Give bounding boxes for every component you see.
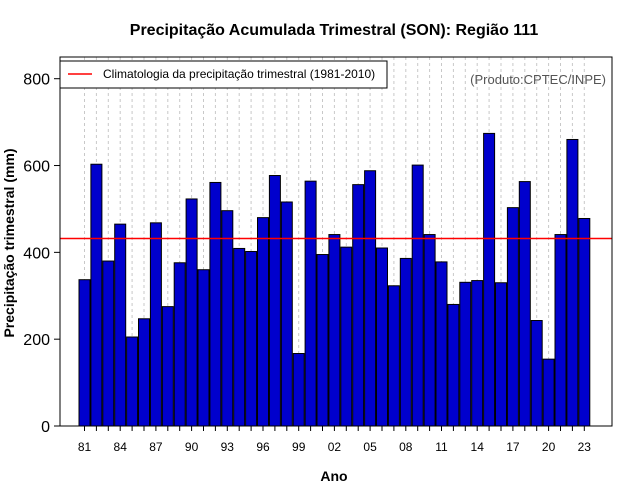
y-tick-label: 200	[23, 332, 50, 349]
bar-19	[530, 320, 543, 427]
bar-21	[554, 234, 567, 427]
bar-90	[185, 198, 198, 427]
x-tick-label: 05	[363, 440, 377, 454]
legend-box	[59, 60, 388, 89]
legend: Climatologia da precipitação trimestral …	[59, 60, 388, 89]
bar-87	[149, 222, 162, 427]
x-tick-label: 84	[114, 440, 128, 454]
bar-02	[328, 234, 341, 427]
x-tick-label: 17	[506, 440, 520, 454]
x-tick-label: 08	[399, 440, 413, 454]
bar-20	[542, 358, 555, 427]
y-tick-label: 600	[23, 159, 50, 176]
plot-frame	[59, 56, 613, 427]
bar-96	[257, 217, 269, 427]
bar-92	[209, 181, 222, 427]
x-axis-label: Ano	[320, 468, 347, 484]
x-tick-label: 02	[328, 440, 342, 454]
bar-18	[518, 181, 531, 427]
bar-13	[459, 281, 472, 427]
bar-06	[376, 247, 388, 427]
y-tick-label: 800	[23, 72, 50, 89]
bar-95	[245, 250, 258, 427]
bar-84	[114, 223, 127, 427]
chart-title: Precipitação Acumulada Trimestral (SON):…	[130, 22, 539, 39]
x-tick-label: 87	[149, 440, 163, 454]
bar-94	[233, 247, 246, 427]
x-tick-label: 11	[435, 440, 448, 454]
x-tick-label: 23	[578, 440, 592, 454]
bar-16	[495, 282, 507, 427]
bar-05	[364, 170, 377, 427]
x-axis: 81 84 87 90 93 96 99 02 05 08 11 14 17 20 23	[78, 426, 591, 454]
bar-82	[90, 163, 103, 427]
bar-15	[483, 132, 496, 427]
bar-99	[292, 353, 305, 427]
bar-85	[126, 336, 139, 427]
bar-97	[268, 175, 281, 427]
bar-89	[173, 262, 186, 427]
bar-83	[102, 260, 115, 427]
bar-07	[387, 285, 400, 427]
bar-12	[447, 303, 460, 427]
bar-86	[138, 318, 150, 427]
x-tick-label: 81	[78, 440, 92, 454]
bar-91	[197, 269, 210, 427]
x-tick-label: 96	[256, 440, 270, 454]
bar-98	[280, 201, 293, 427]
y-axis: 0 200 400 600 800	[23, 72, 60, 436]
y-tick-label: 400	[23, 245, 50, 262]
bar-22	[566, 138, 579, 427]
bar-17	[506, 207, 519, 427]
bar-04	[352, 184, 365, 427]
bars	[78, 132, 591, 427]
x-tick-label: 90	[185, 440, 199, 454]
y-tick-label: 0	[41, 419, 50, 436]
bar-14	[471, 280, 484, 427]
credit-text: (Produto:CPTEC/INPE)	[470, 72, 606, 87]
bar-23	[578, 217, 591, 427]
bar-88	[161, 306, 174, 427]
x-tick-label: 99	[292, 440, 306, 454]
bar-00	[304, 180, 317, 427]
bar-11	[435, 261, 448, 427]
bar-01	[316, 254, 329, 427]
x-tick-label: 14	[471, 440, 485, 454]
bar-09	[411, 164, 424, 427]
bar-93	[221, 210, 234, 427]
y-axis-label: Precipitação trimestral (mm)	[1, 148, 17, 337]
x-tick-label: 20	[542, 440, 556, 454]
bar-03	[340, 246, 353, 427]
x-tick-label: 93	[221, 440, 235, 454]
bar-81	[78, 279, 91, 427]
legend-label: Climatologia da precipitação trimestral …	[103, 67, 375, 81]
bar-08	[399, 257, 412, 427]
bar-10	[423, 234, 436, 427]
